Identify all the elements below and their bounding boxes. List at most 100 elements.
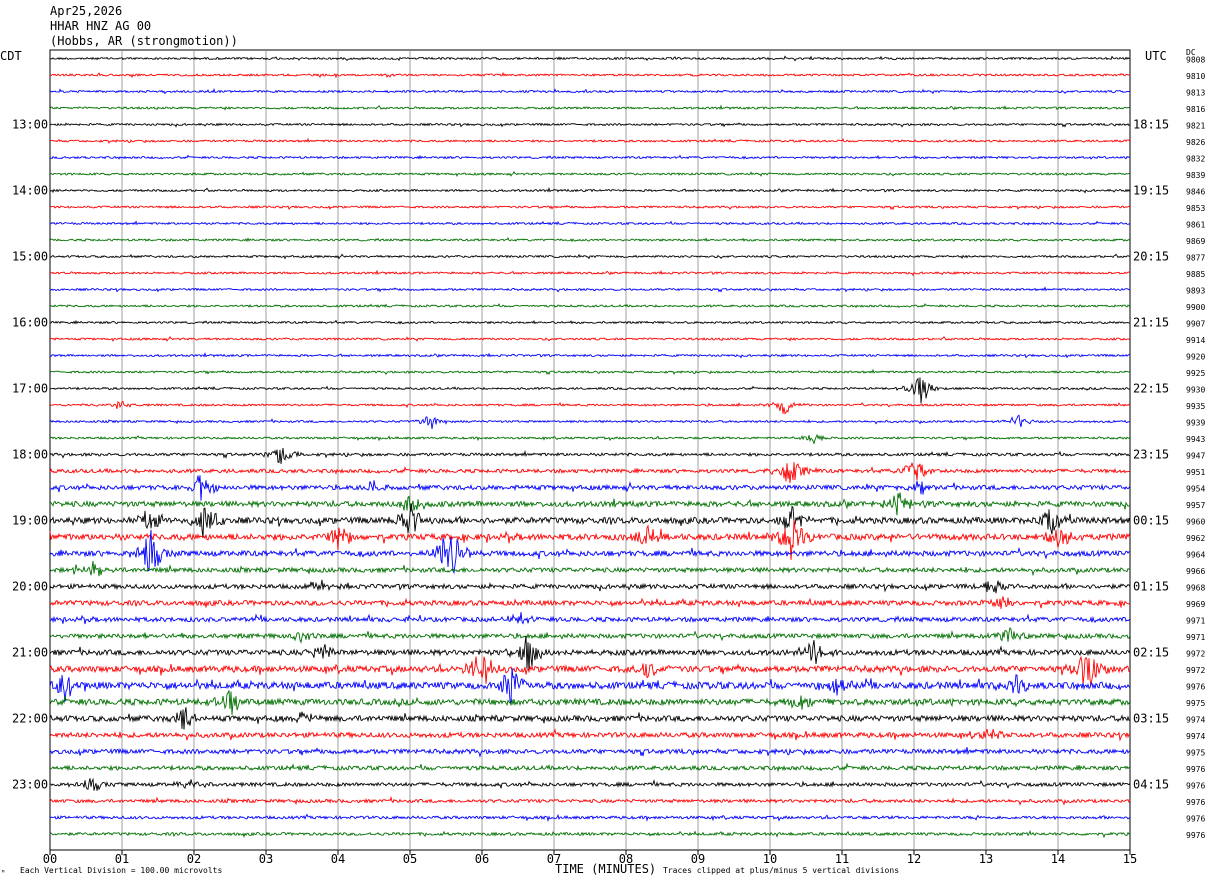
left-hour-label: 23:00 <box>12 778 48 792</box>
trace-line-5 <box>49 137 1131 144</box>
dc-offset-label: 9885 <box>1186 270 1205 279</box>
dc-offset-label: 9907 <box>1186 320 1205 329</box>
dc-offset-label: 9969 <box>1186 600 1205 609</box>
right-hour-label: 18:15 <box>1133 118 1169 132</box>
dc-offset-label: 9947 <box>1186 452 1205 461</box>
dc-offset-label: 9957 <box>1186 501 1205 510</box>
trace-line-0 <box>49 55 1131 62</box>
trace-line-41 <box>49 728 1131 742</box>
trace-line-3 <box>49 104 1131 111</box>
dc-offset-label: 9976 <box>1186 815 1205 824</box>
timezone-left: CDT <box>0 49 22 63</box>
trace-line-44 <box>49 777 1131 791</box>
plot-frame <box>49 49 1131 851</box>
dc-offset-label: 9816 <box>1186 105 1205 114</box>
trace-line-14 <box>49 286 1131 293</box>
dc-offset-label: 9826 <box>1186 138 1205 147</box>
station-title: HHAR HNZ AG 00 <box>50 19 152 33</box>
x-tick-label: 06 <box>475 852 489 866</box>
trace-line-4 <box>49 122 1131 128</box>
timezone-right: UTC <box>1145 49 1167 63</box>
trace-line-28 <box>49 503 1131 539</box>
trace-line-39 <box>49 690 1131 715</box>
trace-line-8 <box>49 187 1131 194</box>
dc-offset-label: 9869 <box>1186 237 1205 246</box>
right-hour-label: 00:15 <box>1133 514 1169 528</box>
dc-offset-header: DC <box>1186 48 1196 57</box>
trace-line-7 <box>49 170 1131 177</box>
dc-offset-label: 9971 <box>1186 633 1205 642</box>
trace-line-42 <box>49 747 1131 758</box>
corner-mark: ᴹ <box>1 869 6 877</box>
right-hour-label: 20:15 <box>1133 250 1169 264</box>
dc-offset-label: 9954 <box>1186 485 1205 494</box>
trace-line-13 <box>49 269 1131 277</box>
x-tick-label: 04 <box>331 852 345 866</box>
dc-offset-label: 9813 <box>1186 89 1205 98</box>
dc-offset-label: 9930 <box>1186 386 1205 395</box>
x-axis-label: TIME (MINUTES) <box>555 862 657 876</box>
dc-offset-label: 9939 <box>1186 419 1205 428</box>
trace-line-29 <box>49 519 1131 560</box>
dc-offset-label: 9962 <box>1186 534 1205 543</box>
trace-line-9 <box>49 204 1131 211</box>
left-hour-label: 18:00 <box>12 448 48 462</box>
right-hour-label: 02:15 <box>1133 646 1169 660</box>
trace-line-35 <box>49 626 1131 644</box>
trace-line-45 <box>49 795 1131 806</box>
location-title: (Hobbs, AR (strongmotion)) <box>50 34 238 48</box>
dc-offset-label: 9920 <box>1186 353 1205 362</box>
dc-offset-label: 9925 <box>1186 369 1205 378</box>
dc-offset-label: 9900 <box>1186 303 1205 312</box>
dc-offset-label: 9972 <box>1186 666 1205 675</box>
dc-offset-label: 9968 <box>1186 584 1205 593</box>
left-hour-label: 13:00 <box>12 118 48 132</box>
right-hour-label: 04:15 <box>1133 778 1169 792</box>
dc-offset-label: 9808 <box>1186 56 1205 65</box>
dc-offset-label: 9846 <box>1186 188 1205 197</box>
trace-line-34 <box>49 612 1131 625</box>
trace-line-23 <box>49 433 1131 445</box>
trace-line-6 <box>49 154 1131 160</box>
dc-offset-label: 9877 <box>1186 254 1205 263</box>
x-tick-label: 14 <box>1051 852 1065 866</box>
dc-offset-label: 9821 <box>1186 122 1205 131</box>
trace-line-20 <box>49 377 1131 404</box>
dc-offset-label: 9976 <box>1186 683 1205 692</box>
trace-line-18 <box>49 352 1131 359</box>
right-hour-label: 19:15 <box>1133 184 1169 198</box>
trace-line-15 <box>49 303 1131 309</box>
dc-offset-label: 9914 <box>1186 336 1205 345</box>
left-hour-label: 17:00 <box>12 382 48 396</box>
dc-offset-label: 9974 <box>1186 716 1205 725</box>
trace-line-47 <box>49 830 1131 839</box>
x-tick-label: 09 <box>691 852 705 866</box>
x-tick-label: 08 <box>619 852 633 866</box>
trace-line-16 <box>49 319 1131 325</box>
right-hour-label: 03:15 <box>1133 712 1169 726</box>
right-hour-label: 21:15 <box>1133 316 1169 330</box>
trace-line-38 <box>49 667 1131 704</box>
left-hour-label: 20:00 <box>12 580 48 594</box>
trace-line-31 <box>49 560 1131 577</box>
x-tick-label: 03 <box>259 852 273 866</box>
dc-offset-label: 9964 <box>1186 551 1205 560</box>
left-hour-label: 21:00 <box>12 646 48 660</box>
dc-offset-label: 9893 <box>1186 287 1205 296</box>
left-hour-label: 14:00 <box>12 184 48 198</box>
trace-line-24 <box>49 447 1131 464</box>
dc-offset-label: 9960 <box>1186 518 1205 527</box>
x-tick-label: 01 <box>115 852 129 866</box>
dc-offset-label: 9943 <box>1186 435 1205 444</box>
date-title: Apr25,2026 <box>50 4 123 18</box>
trace-line-12 <box>49 253 1131 260</box>
dc-offset-label: 9853 <box>1186 204 1205 213</box>
trace-line-17 <box>49 335 1131 342</box>
dc-offset-label: 9832 <box>1186 155 1205 164</box>
trace-line-22 <box>49 414 1131 430</box>
trace-line-36 <box>49 635 1131 673</box>
dc-offset-label: 9976 <box>1186 765 1205 774</box>
dc-offset-label: 9976 <box>1186 798 1205 807</box>
scale-note: Each Vertical Division = 100.00 microvol… <box>20 866 223 875</box>
dc-offset-label: 9975 <box>1186 699 1205 708</box>
